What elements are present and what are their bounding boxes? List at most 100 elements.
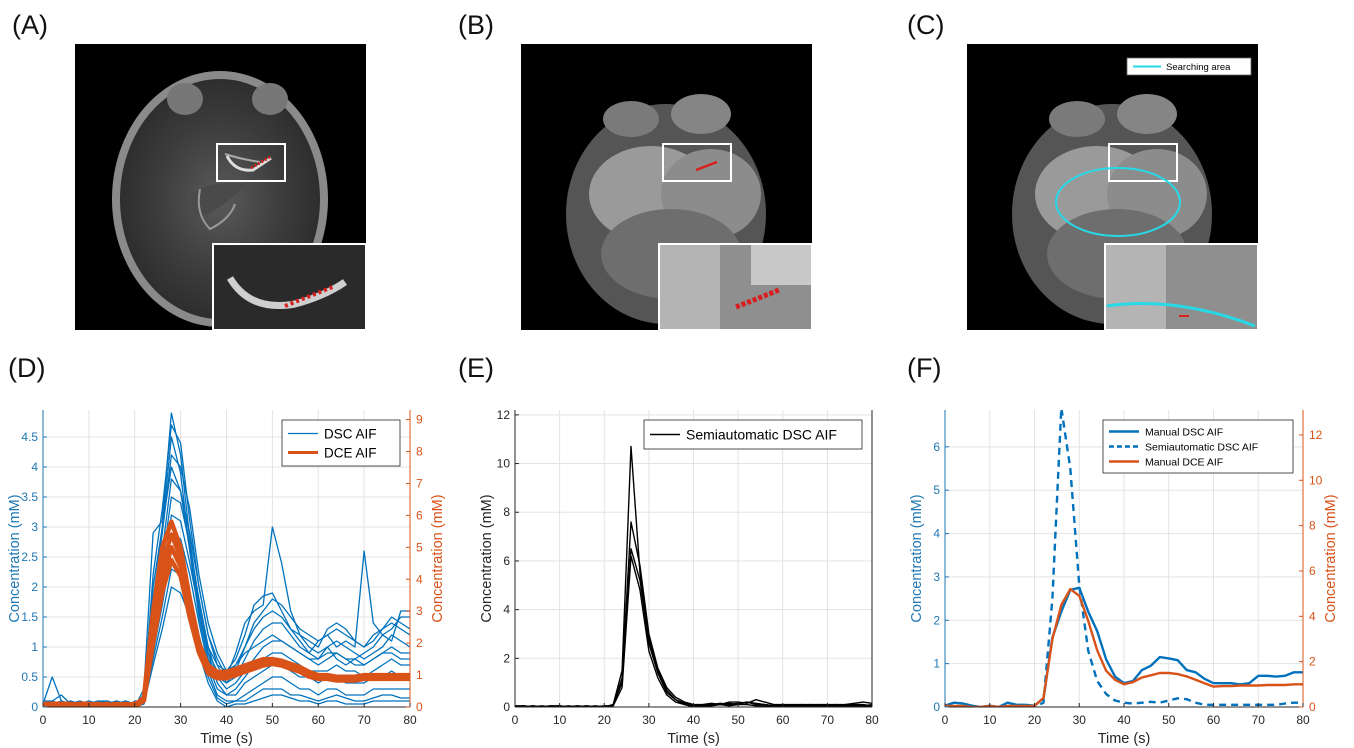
x-tick-label: 70	[821, 713, 835, 727]
y-tick-label: 3.5	[21, 490, 38, 504]
y2-tick-label: 10	[1309, 473, 1323, 487]
y-tick-label: 2	[31, 580, 38, 594]
searching-area-ellipse	[1055, 167, 1181, 237]
x-tick-label: 10	[983, 713, 997, 727]
y-tick-label: 4	[503, 603, 510, 617]
x-tick-label: 80	[865, 713, 879, 727]
y-tick-label: 2.5	[21, 550, 38, 564]
x-axis-label: Time (s)	[200, 731, 253, 747]
legend-box	[643, 419, 863, 450]
y-axis-label: Concentration (mM)	[7, 494, 23, 622]
mri-image-b	[521, 44, 812, 330]
legend-label: Semiautomatic DSC AIF	[1145, 441, 1258, 453]
x-tick-label: 20	[598, 713, 612, 727]
roi-box-c	[1108, 143, 1178, 182]
search-legend-label: Searching area	[1166, 62, 1231, 73]
x-tick-label: 50	[1162, 713, 1176, 727]
y-tick-label: 0	[933, 700, 940, 714]
y-tick-label: 4.5	[21, 430, 38, 444]
x-axis-label: Time (s)	[1098, 731, 1151, 747]
y2-tick-label: 8	[1309, 519, 1316, 533]
y2-tick-label: 5	[416, 540, 423, 554]
x-tick-label: 20	[1028, 713, 1042, 727]
y-tick-label: 12	[497, 408, 511, 422]
x-tick-label: 60	[1207, 713, 1221, 727]
y-tick-label: 2	[933, 613, 940, 627]
legend-label: Manual DCE AIF	[1145, 456, 1223, 468]
x-tick-label: 0	[512, 713, 519, 727]
y2-tick-label: 4	[1309, 609, 1316, 623]
x-tick-label: 80	[1296, 713, 1310, 727]
y2-tick-label: 0	[1309, 700, 1316, 714]
x-tick-label: 40	[687, 713, 701, 727]
y-tick-label: 3	[31, 520, 38, 534]
x-tick-label: 70	[357, 713, 371, 727]
y-tick-label: 0	[31, 700, 38, 714]
y-tick-label: 1	[933, 657, 940, 671]
x-tick-label: 40	[220, 713, 234, 727]
x-tick-label: 0	[942, 713, 949, 727]
roi-box-b	[662, 143, 732, 182]
series-line-dsc-aif	[43, 550, 410, 707]
x-tick-label: 10	[553, 713, 567, 727]
y2-tick-label: 12	[1309, 428, 1323, 442]
x-tick-label: 60	[776, 713, 790, 727]
y2-axis-label: Concentration (mM)	[1323, 494, 1339, 622]
y-tick-label: 4	[933, 527, 940, 541]
x-tick-label: 70	[1252, 713, 1266, 727]
y2-tick-label: 0	[416, 700, 423, 714]
panel-label-e: (E)	[458, 353, 494, 383]
series-line-dce-aif	[43, 557, 410, 707]
x-tick-label: 30	[642, 713, 656, 727]
panel-label-d: (D)	[8, 353, 46, 383]
x-tick-label: 20	[128, 713, 142, 727]
y-tick-label: 1.5	[21, 610, 38, 624]
x-tick-label: 80	[403, 713, 417, 727]
y-tick-label: 4	[31, 460, 38, 474]
legend-label: DSC AIF	[324, 426, 377, 441]
y2-tick-label: 2	[416, 636, 423, 650]
y-tick-label: 5	[933, 483, 940, 497]
y-axis-label: Concentration (mM)	[909, 494, 925, 622]
x-axis-label: Time (s)	[667, 731, 720, 747]
y-tick-label: 3	[933, 570, 940, 584]
y2-tick-label: 1	[416, 668, 423, 682]
series-line-semiautomatic-dsc-aif	[515, 555, 872, 707]
legend-label: Semiautomatic DSC AIF	[686, 427, 837, 443]
legend-label: DCE AIF	[324, 445, 377, 460]
y2-tick-label: 6	[416, 508, 423, 522]
x-tick-label: 60	[312, 713, 326, 727]
y2-axis-label: Concentration (mM)	[430, 494, 446, 622]
y-tick-label: 0.5	[21, 670, 38, 684]
y-tick-label: 0	[503, 700, 510, 714]
series-line-dsc-aif	[43, 436, 410, 707]
panel-label-c: (C)	[907, 10, 945, 40]
x-tick-label: 30	[174, 713, 188, 727]
x-tick-label: 40	[1117, 713, 1131, 727]
y2-tick-label: 2	[1309, 655, 1316, 669]
y2-tick-label: 8	[416, 445, 423, 459]
mri-image-c: Searching area	[967, 44, 1258, 330]
y-tick-label: 1	[31, 640, 38, 654]
y-tick-label: 6	[503, 554, 510, 568]
x-tick-label: 10	[82, 713, 96, 727]
y2-tick-label: 4	[416, 572, 423, 586]
legend-label: Manual DSC AIF	[1145, 426, 1223, 438]
y-tick-label: 2	[503, 651, 510, 665]
y2-tick-label: 6	[1309, 564, 1316, 578]
y2-tick-label: 3	[416, 604, 423, 618]
series-line-manual-dce-aif	[945, 587, 1303, 707]
mri-image-a	[75, 44, 366, 330]
search-legend-box	[1126, 57, 1252, 76]
panel-label-b: (B)	[458, 10, 494, 40]
y2-tick-label: 9	[416, 413, 423, 427]
panel-label-f: (F)	[907, 353, 942, 383]
series-line-semiautomatic-dsc-aif	[945, 410, 1303, 707]
x-tick-label: 0	[40, 713, 47, 727]
y-tick-label: 10	[497, 457, 511, 471]
x-tick-label: 50	[266, 713, 280, 727]
panel-label-a: (A)	[12, 10, 48, 40]
y-tick-label: 6	[933, 440, 940, 454]
y-axis-label: Concentration (mM)	[479, 494, 495, 622]
x-tick-label: 30	[1073, 713, 1087, 727]
